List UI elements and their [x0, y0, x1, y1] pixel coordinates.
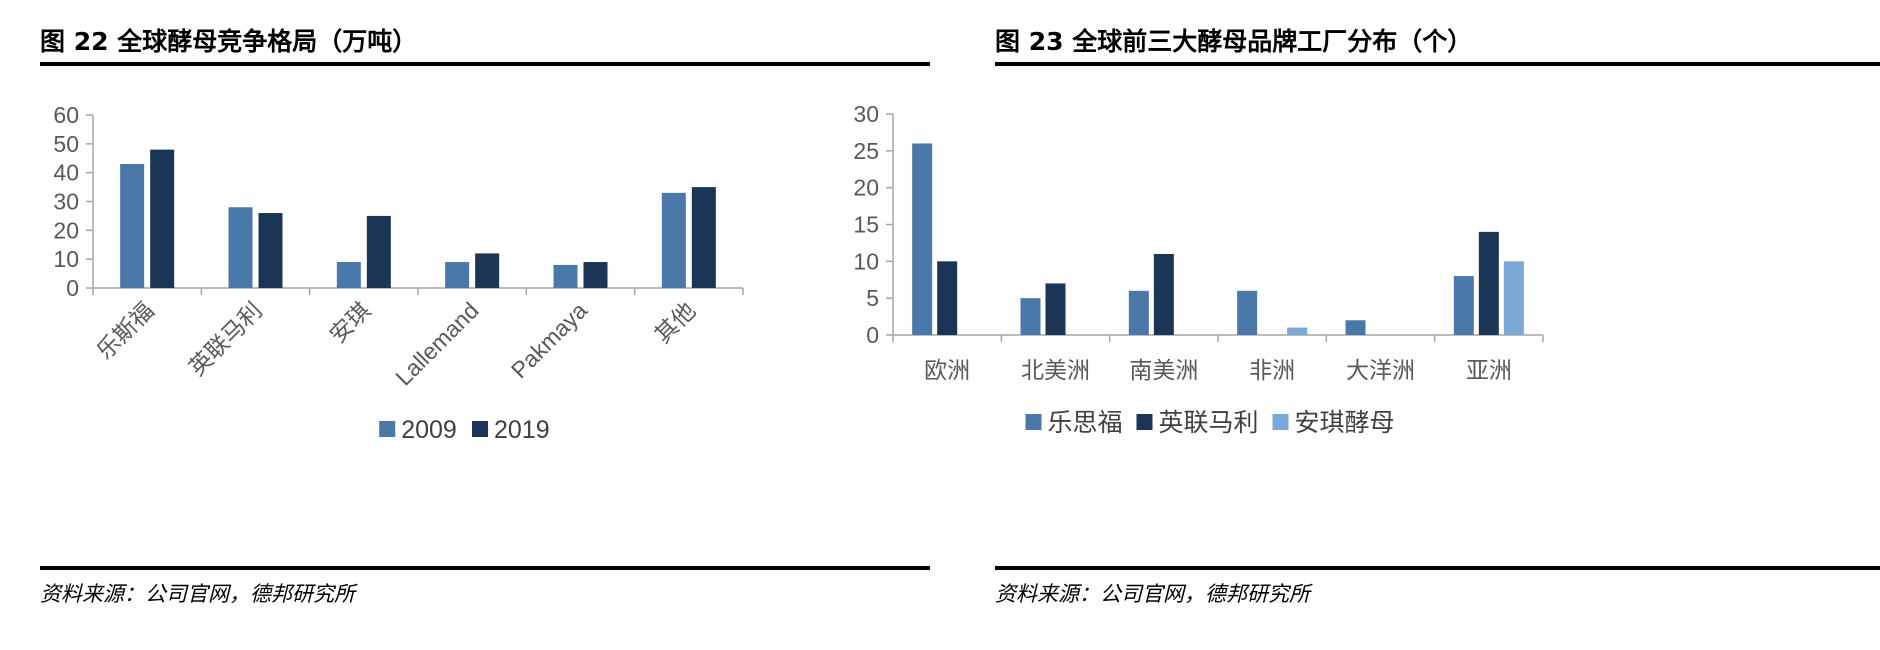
bar	[691, 187, 716, 288]
y-tick-label: 15	[853, 212, 879, 238]
category-label: Lallemand	[390, 297, 483, 390]
category-label: 英联马利	[184, 297, 267, 380]
y-tick-label: 20	[53, 217, 79, 243]
right-source-note: 资料来源：公司官网，德邦研究所	[995, 582, 1310, 606]
category-label: 非洲	[1249, 357, 1295, 383]
bar	[1020, 298, 1041, 335]
category-label: 安琪	[324, 297, 375, 348]
bar	[1453, 276, 1474, 335]
y-tick-label: 60	[53, 102, 79, 128]
bar	[258, 213, 283, 288]
left-source-note: 资料来源：公司官网，德邦研究所	[40, 582, 355, 606]
y-tick-label: 0	[66, 275, 79, 301]
category-label: 大洋洲	[1346, 357, 1415, 383]
category-label: 欧洲	[924, 357, 970, 383]
bar	[336, 262, 361, 288]
bar	[553, 264, 578, 288]
category-label: 其他	[649, 297, 700, 348]
bar	[1503, 261, 1524, 335]
left-bottom-rule	[40, 566, 930, 570]
bar	[661, 192, 686, 288]
left-figure-title: 图 22 全球酵母竞争格局（万吨）	[40, 27, 418, 56]
legend-label: 安琪酵母	[1295, 409, 1395, 437]
bar	[1128, 290, 1149, 335]
bar	[1345, 320, 1366, 335]
legend-swatch	[472, 421, 488, 437]
legend-swatch	[379, 421, 396, 437]
bar	[445, 262, 470, 288]
category-label: 北美洲	[1021, 357, 1090, 383]
bar	[1478, 231, 1499, 335]
legend-swatch	[1136, 414, 1153, 430]
y-tick-label: 10	[853, 248, 879, 274]
legend-label: 乐思福	[1048, 409, 1123, 437]
left-top-rule	[40, 62, 930, 66]
y-tick-label: 0	[866, 322, 879, 348]
bar	[583, 262, 608, 288]
y-tick-label: 30	[53, 189, 79, 215]
legend-label: 2019	[494, 416, 550, 444]
y-tick-label: 40	[53, 160, 79, 186]
y-tick-label: 10	[53, 246, 79, 272]
legend-swatch	[1025, 414, 1042, 430]
bar	[475, 253, 500, 288]
category-label: Pakmaya	[506, 297, 592, 383]
legend-label: 英联马利	[1159, 409, 1259, 437]
y-tick-label: 5	[866, 285, 879, 311]
bar	[150, 149, 175, 288]
right-top-rule	[995, 62, 1880, 66]
bar	[1153, 253, 1174, 335]
category-label: 乐斯福	[92, 297, 159, 364]
category-label: 亚洲	[1466, 357, 1512, 383]
right-figure-title: 图 23 全球前三大酵母品牌工厂分布（个）	[995, 27, 1473, 56]
bar	[120, 164, 145, 288]
y-tick-label: 30	[853, 101, 879, 127]
category-label: 南美洲	[1129, 357, 1198, 383]
bar	[366, 215, 391, 288]
bar	[1045, 283, 1066, 335]
bar	[937, 261, 958, 335]
bar	[228, 207, 253, 288]
legend-swatch	[1272, 414, 1289, 430]
bar	[1287, 327, 1308, 335]
bar	[1237, 290, 1258, 335]
legend-label: 2009	[401, 416, 457, 444]
y-tick-label: 50	[53, 131, 79, 157]
bar	[912, 143, 933, 335]
y-tick-label: 25	[853, 138, 879, 164]
right-bottom-rule	[995, 566, 1880, 570]
y-tick-label: 20	[853, 175, 879, 201]
